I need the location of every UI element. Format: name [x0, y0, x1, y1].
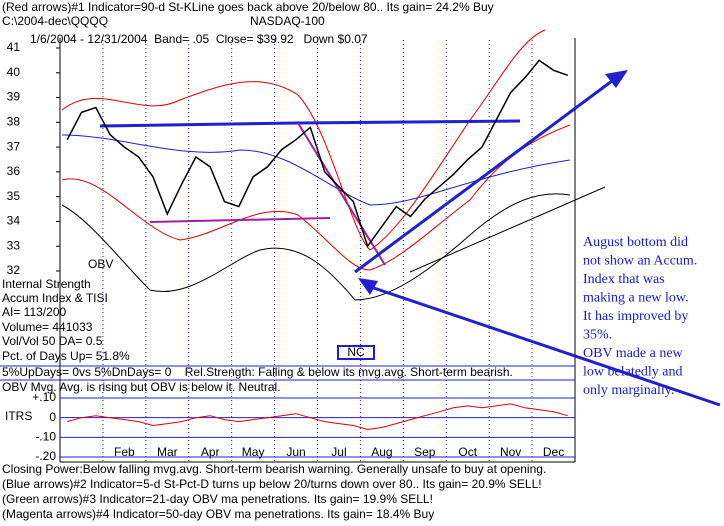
y-tick-label: 37	[7, 139, 21, 153]
y-tick-label: 35	[7, 189, 21, 203]
info-line: Pct. of Days Up= 51.8%	[2, 349, 130, 363]
file-path: C:\2004-dec\QQQQ	[2, 14, 108, 28]
footer-line: (Green arrows)#3 Indicator=21-day OBV ma…	[2, 492, 433, 506]
obv-label: OBV	[88, 257, 113, 271]
x-tick-label: Feb	[114, 445, 135, 459]
arrow-head	[605, 70, 628, 88]
header-line: 1/6/2004 - 12/31/2004 Band= .05 Close= $…	[30, 32, 368, 46]
trendline	[297, 119, 521, 125]
y-tick-label: 34	[7, 214, 21, 228]
y-tick-label: 39	[7, 90, 21, 104]
y-tick-label: 40	[7, 65, 21, 79]
info-line: OBV Mvg. Avg. is rising but OBV is below…	[2, 380, 281, 394]
upper-band	[61, 29, 546, 251]
nc-label: NC	[347, 345, 365, 359]
x-tick-label: Aug	[371, 445, 392, 459]
arrow-head	[358, 278, 378, 295]
info-line: Vol/Vol 50 DA= 0.5	[2, 334, 103, 348]
annotation-line: August bottom did	[583, 235, 688, 250]
trendline	[99, 121, 299, 128]
footer-line: (Blue arrows)#2 Indicator=5-d St-Pct-D t…	[2, 477, 542, 491]
annotation-line: making a new low.	[583, 291, 689, 306]
price-line	[67, 403, 568, 431]
x-tick-label: May	[242, 445, 265, 459]
annotation-line: only marginally.	[583, 383, 674, 398]
annotation-line: It has improved by	[583, 309, 688, 324]
y-tick-label: 41	[7, 40, 21, 54]
info-line: Volume= 441033	[2, 320, 93, 334]
x-tick-label: Jul	[331, 445, 346, 459]
x-tick-label: Sep	[414, 445, 436, 459]
y-tick-label: -.20	[35, 449, 56, 463]
obv-trendline	[409, 186, 606, 273]
y-tick-label: 33	[7, 238, 21, 252]
itrs-label: ITRS	[5, 409, 32, 423]
y-tick-label: -.10	[35, 430, 56, 444]
x-tick-label: Nov	[500, 445, 521, 459]
annotation-line: Index that was	[583, 272, 665, 287]
y-tick-label: 32	[7, 263, 21, 277]
index-name: NASDAQ-100	[250, 14, 325, 28]
price-line	[66, 59, 569, 248]
obv-line	[61, 193, 571, 301]
annotation-line: 35%.	[583, 328, 612, 343]
y-tick-label: +.10	[32, 390, 56, 404]
x-tick-label: Oct	[458, 445, 477, 459]
footer-line: (Magenta arrows)#4 Indicator=50-day OBV …	[2, 507, 434, 521]
annotation-line: low belatedly and	[583, 365, 683, 380]
info-line: Accum Index & TISI	[2, 291, 108, 305]
lower-band	[61, 124, 571, 271]
annotation-arrow	[364, 283, 721, 407]
header-line: (Red arrows)#1 Indicator=90-d St-KLine g…	[2, 0, 494, 14]
info-line: AI= 113/200	[2, 305, 66, 319]
nc-box	[337, 345, 375, 360]
x-tick-label: Dec	[543, 445, 564, 459]
info-line: Internal Strength	[2, 277, 91, 291]
uptrend-arrow	[354, 73, 621, 274]
info-line: 5%UpDays= 0vs 5%DnDays= 0 Rel.Strength: …	[2, 365, 513, 379]
moving-average	[61, 134, 571, 206]
frame	[0, 38, 576, 463]
x-tick-label: Jun	[286, 445, 305, 459]
y-tick-label: 0	[49, 410, 56, 424]
x-tick-label: Mar	[157, 445, 178, 459]
x-tick-label: Apr	[201, 445, 220, 459]
y-tick-label: 38	[7, 115, 21, 129]
annotation-line: not show an Accum.	[583, 254, 697, 269]
annotation-line: OBV made a new	[583, 346, 684, 361]
support-line	[149, 217, 331, 223]
footer-line: Closing Power:Below falling mvg.avg. Sho…	[2, 462, 546, 476]
y-tick-label: 36	[7, 164, 21, 178]
